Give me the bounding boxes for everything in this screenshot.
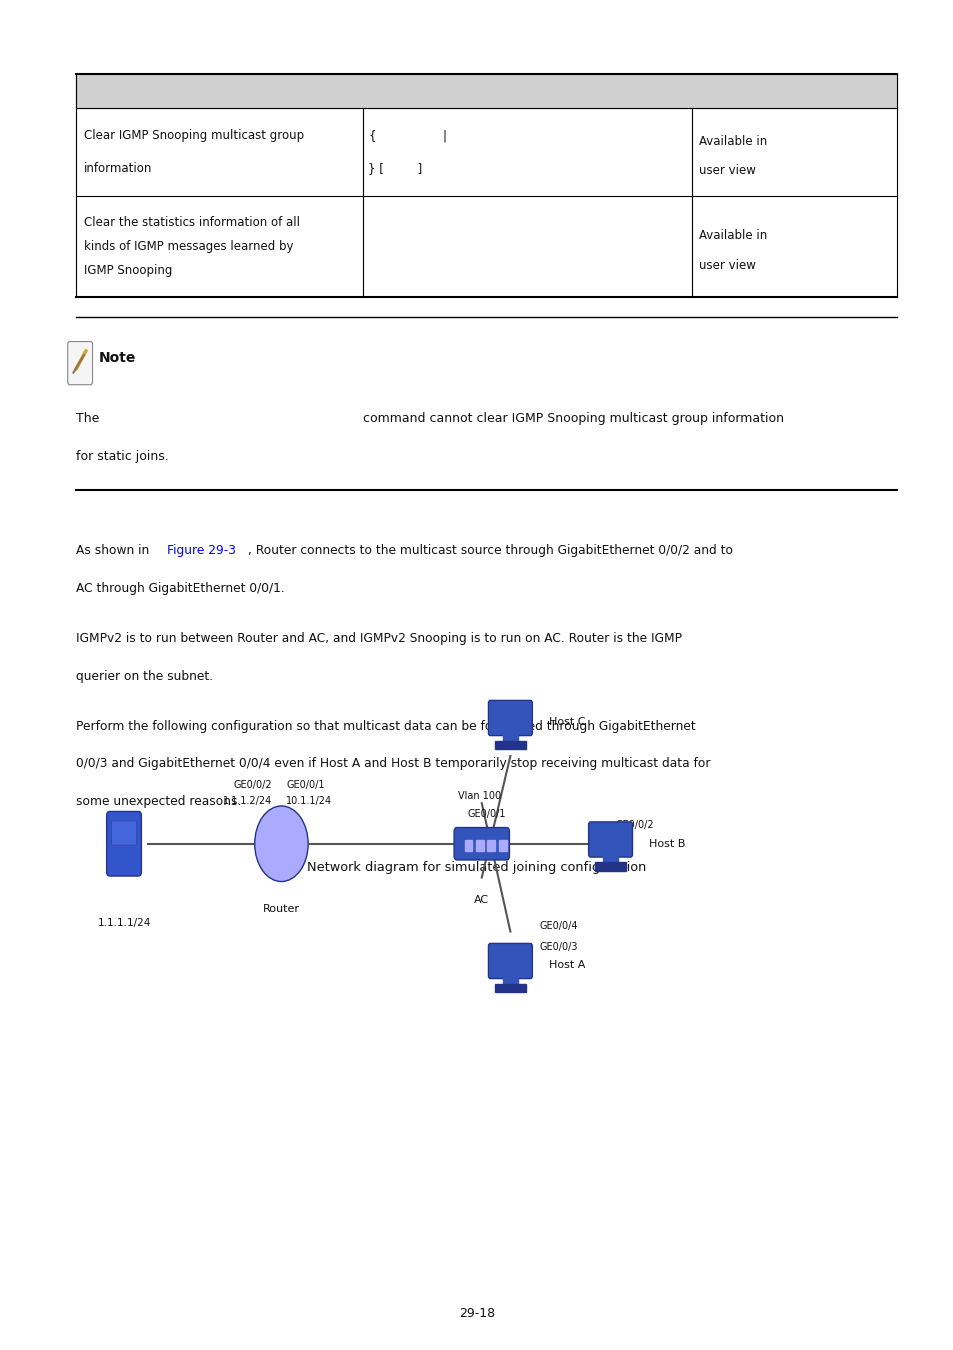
Text: Host A: Host A [548,960,584,971]
FancyBboxPatch shape [68,342,92,385]
Text: 1.1.1.2/24: 1.1.1.2/24 [222,796,272,806]
Text: AC through GigabitEthernet 0/0/1.: AC through GigabitEthernet 0/0/1. [76,582,285,595]
Text: Figure 29-3: Figure 29-3 [167,544,235,558]
Text: Router: Router [263,904,299,914]
Text: Available in: Available in [699,135,767,147]
Text: Host B: Host B [648,838,684,849]
Text: Clear the statistics information of all: Clear the statistics information of all [84,216,299,228]
Text: GE0/0/2: GE0/0/2 [615,821,653,830]
Text: As shown in: As shown in [76,544,153,558]
Text: IGMPv2 is to run between Router and AC, and IGMPv2 Snooping is to run on AC. Rou: IGMPv2 is to run between Router and AC, … [76,632,681,645]
FancyBboxPatch shape [588,822,632,857]
Text: user view: user view [699,259,756,271]
Text: } [         ]: } [ ] [368,162,422,174]
Text: IGMP Snooping: IGMP Snooping [84,265,172,277]
Text: GE0/0/2: GE0/0/2 [233,780,272,790]
Text: The: The [76,412,100,425]
Text: 29-18: 29-18 [458,1307,495,1320]
Text: user view: user view [699,165,756,177]
FancyBboxPatch shape [107,811,141,876]
Text: querier on the subnet.: querier on the subnet. [76,670,213,683]
Bar [76,74,896,108]
Text: information: information [84,162,152,174]
Bar [476,840,483,850]
Text: {: { [368,130,375,142]
Bar [495,741,525,749]
FancyBboxPatch shape [112,821,136,845]
Text: Host C: Host C [548,717,584,728]
Text: 10.1.1/24: 10.1.1/24 [286,796,332,806]
Text: Note: Note [98,351,135,364]
Text: GE0/0/3: GE0/0/3 [538,942,577,952]
Text: GE0/0/1: GE0/0/1 [467,810,505,819]
FancyBboxPatch shape [488,701,532,736]
Text: 0/0/3 and GigabitEthernet 0/0/4 even if Host A and Host B temporarily stop recei: 0/0/3 and GigabitEthernet 0/0/4 even if … [76,757,710,771]
Text: Clear IGMP Snooping multicast group: Clear IGMP Snooping multicast group [84,130,304,142]
Text: Network diagram for simulated joining configuration: Network diagram for simulated joining co… [307,861,646,875]
Bar [602,852,618,865]
Text: some unexpected reasons.: some unexpected reasons. [76,795,241,809]
Text: |: | [368,130,447,142]
Text: 1.1.1.1/24: 1.1.1.1/24 [97,918,151,927]
FancyBboxPatch shape [454,828,509,860]
Bar [502,730,517,744]
Bar [502,973,517,987]
Text: Vlan 100: Vlan 100 [457,791,500,801]
Text: AC: AC [474,895,489,905]
Text: kinds of IGMP messages learned by: kinds of IGMP messages learned by [84,240,294,252]
Bar [595,863,625,871]
Text: GE0/0/4: GE0/0/4 [538,922,577,931]
Text: command cannot clear IGMP Snooping multicast group information: command cannot clear IGMP Snooping multi… [362,412,782,425]
Text: Available in: Available in [699,230,767,242]
Bar [464,840,472,850]
FancyBboxPatch shape [488,944,532,979]
Text: GE0/0/1: GE0/0/1 [286,780,324,790]
Text: Perform the following configuration so that multicast data can be forwarded thro: Perform the following configuration so t… [76,720,696,733]
Bar [487,840,495,850]
Bar [495,984,525,992]
Text: , Router connects to the multicast source through GigabitEthernet 0/0/2 and to: , Router connects to the multicast sourc… [248,544,732,558]
Text: for static joins.: for static joins. [76,450,169,463]
Circle shape [254,806,308,882]
Bar [498,840,506,850]
